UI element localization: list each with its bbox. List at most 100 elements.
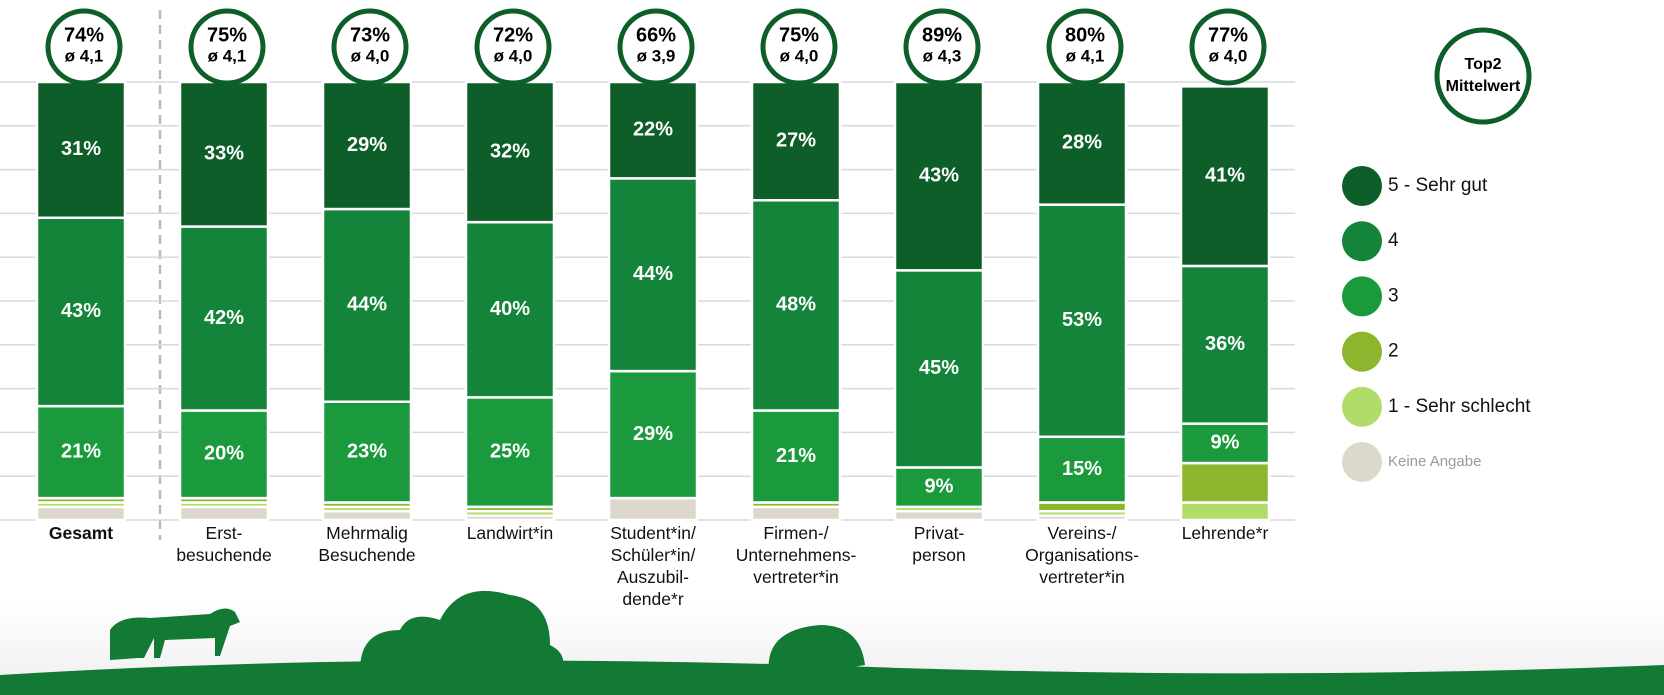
legend-swatch — [1342, 221, 1382, 262]
data-label: 40% — [490, 298, 530, 320]
data-label: 15% — [1062, 458, 1102, 480]
x-tick-label: Erst-besuchende — [176, 523, 271, 565]
legend-label: 1 - Sehr schlecht — [1388, 396, 1531, 417]
bar-segment — [321, 509, 413, 522]
bar-segment — [464, 396, 556, 509]
legend-label: 3 — [1388, 285, 1399, 306]
x-tick-label: Gesamt — [49, 523, 113, 543]
bar-segment — [607, 496, 699, 522]
data-label: 32% — [490, 140, 530, 162]
bar-segment — [607, 80, 699, 180]
top2-badge — [1189, 8, 1267, 86]
mean-label: ø 4,1 — [65, 46, 104, 65]
background-decoration — [0, 590, 1664, 695]
bar-segment — [1179, 264, 1271, 425]
data-label: 42% — [204, 307, 244, 329]
x-tick-label: Mehrmalig Besuchende — [318, 523, 415, 565]
bar-segment — [893, 80, 985, 272]
mean-label: ø 4,0 — [351, 46, 390, 65]
mean-label: ø 3,9 — [637, 46, 676, 65]
top2-badge — [903, 8, 981, 86]
bar-segment — [321, 80, 413, 211]
bar-segment — [35, 216, 127, 408]
bar-segment — [607, 369, 699, 500]
bar-segment — [321, 207, 413, 403]
data-label: 29% — [347, 134, 387, 156]
legend-swatch — [1342, 386, 1382, 427]
top2-badge — [474, 8, 552, 86]
top2-badge — [617, 8, 695, 86]
top2-badge — [45, 8, 123, 86]
data-label: 9% — [1211, 432, 1240, 454]
bar-segment — [1036, 80, 1128, 206]
legend-label: 5 - Sehr gut — [1388, 175, 1488, 196]
bar-segment — [893, 509, 985, 522]
bar-segment — [750, 409, 842, 504]
bar-segment — [893, 269, 985, 469]
bar-segment — [464, 80, 556, 224]
legend: Top2 Mittelwert — [1434, 27, 1532, 125]
x-tick-label: Student*in/Schüler*in/Auszubil-dende*r — [610, 523, 696, 609]
legend-swatch — [1342, 442, 1382, 482]
bar-segment — [1036, 435, 1128, 504]
legend-swatch — [1342, 166, 1382, 206]
data-label: 29% — [633, 423, 673, 445]
top2-label: 66% — [636, 24, 676, 46]
legend-badge — [1434, 27, 1532, 125]
data-label: 33% — [204, 143, 244, 165]
x-tick-label: Privat-person — [912, 523, 966, 565]
mean-label: ø 4,0 — [780, 46, 819, 65]
data-label: 22% — [633, 118, 673, 140]
data-label: 21% — [61, 440, 101, 462]
bar-segment — [1179, 461, 1271, 504]
mean-label: ø 4,1 — [208, 46, 247, 65]
top2-badge — [1046, 8, 1124, 86]
top2-badge — [188, 8, 266, 86]
data-label: 48% — [776, 294, 816, 316]
bar-segment — [464, 220, 556, 399]
top2-label: 73% — [350, 24, 390, 46]
data-label: 25% — [490, 440, 530, 462]
top2-label: 74% — [64, 24, 104, 46]
legend-swatch — [1342, 331, 1382, 372]
data-label: 20% — [204, 443, 244, 465]
mean-label: ø 4,0 — [1209, 46, 1248, 65]
legend-swatch — [1342, 276, 1382, 317]
data-label: 44% — [347, 294, 387, 316]
bar-segment — [1179, 422, 1271, 465]
x-tick-label: Landwirt*in — [467, 523, 554, 543]
legend-top2: Top2 — [1464, 56, 1501, 73]
legend-label: Keine Angabe — [1388, 453, 1481, 470]
mean-label: ø 4,3 — [923, 46, 962, 65]
mean-label: ø 4,0 — [494, 46, 533, 65]
bar-segment — [35, 505, 127, 522]
data-label: 44% — [633, 263, 673, 285]
top2-label: 72% — [493, 24, 533, 46]
top2-badge — [760, 8, 838, 86]
data-label: 53% — [1062, 309, 1102, 331]
data-label: 9% — [925, 475, 954, 497]
bar-segment — [750, 505, 842, 522]
data-label: 41% — [1205, 164, 1245, 186]
x-tick-label: Lehrende*r — [1182, 523, 1269, 543]
top2-label: 75% — [207, 24, 247, 46]
data-label: 36% — [1205, 333, 1245, 355]
data-label: 43% — [919, 164, 959, 186]
data-label: 45% — [919, 357, 959, 379]
bar-segment — [1179, 501, 1271, 522]
bar-segment — [178, 505, 270, 522]
mean-label: ø 4,1 — [1066, 46, 1105, 65]
top2-badge — [331, 8, 409, 86]
top2-label: 75% — [779, 24, 819, 46]
data-label: 27% — [776, 129, 816, 151]
data-label: 43% — [61, 300, 101, 322]
data-label: 28% — [1062, 132, 1102, 154]
bar-segment — [1036, 203, 1128, 439]
legend-mean: Mittelwert — [1446, 78, 1521, 95]
bar-segment — [1179, 85, 1271, 268]
top2-label: 89% — [922, 24, 962, 46]
bar-segment — [1036, 501, 1128, 513]
x-tick-label: Vereins-/Organisations-vertreter*in — [1025, 523, 1139, 587]
top2-label: 77% — [1208, 24, 1248, 46]
